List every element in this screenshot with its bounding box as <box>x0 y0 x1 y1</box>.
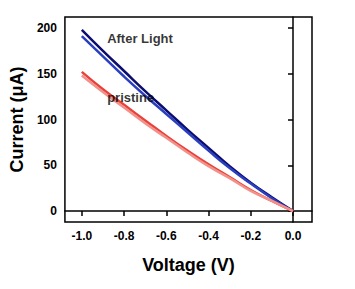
svg-text:100: 100 <box>37 113 57 127</box>
svg-text:-0.8: -0.8 <box>114 229 135 243</box>
svg-text:-0.4: -0.4 <box>198 229 219 243</box>
svg-text:pristine: pristine <box>107 90 154 105</box>
svg-text:50: 50 <box>44 158 58 172</box>
svg-text:-1.0: -1.0 <box>71 229 92 243</box>
svg-text:Current (μA): Current (μA) <box>7 66 27 172</box>
svg-text:Voltage (V): Voltage (V) <box>142 255 235 275</box>
svg-text:200: 200 <box>37 21 57 35</box>
svg-text:150: 150 <box>37 67 57 81</box>
svg-text:0: 0 <box>50 204 57 218</box>
svg-text:-0.2: -0.2 <box>240 229 261 243</box>
svg-text:-0.6: -0.6 <box>156 229 177 243</box>
svg-text:0.0: 0.0 <box>285 229 302 243</box>
svg-text:After Light: After Light <box>107 31 173 46</box>
